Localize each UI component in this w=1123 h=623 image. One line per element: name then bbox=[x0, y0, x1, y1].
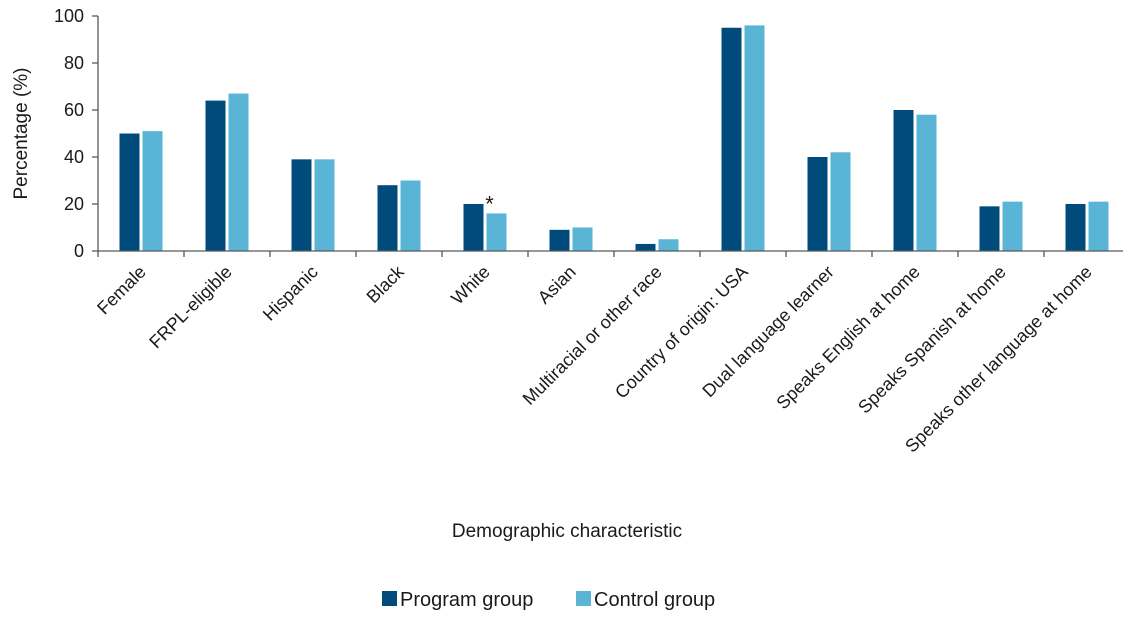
x-label-speaks-spanish-at-home: Speaks Spanish at home bbox=[854, 262, 1010, 418]
legend: Program group Control group bbox=[382, 589, 715, 611]
y-tick-label-20: 20 bbox=[64, 194, 84, 214]
legend-label-control-group: Control group bbox=[594, 589, 715, 611]
bar-program-group-white bbox=[463, 204, 484, 251]
y-tick-label-60: 60 bbox=[64, 100, 84, 120]
bar-program-group-speaks-spanish-at-home bbox=[979, 206, 1000, 251]
legend-swatch-control-group bbox=[576, 591, 591, 606]
bar-control-group-asian bbox=[572, 227, 593, 251]
annotations: * bbox=[485, 191, 494, 216]
y-ticks: 0 20 40 60 80 100 bbox=[54, 6, 98, 261]
bar-program-group-dual-language-learner bbox=[807, 157, 828, 251]
bar-control-group-hispanic bbox=[314, 159, 335, 251]
y-tick-label-80: 80 bbox=[64, 53, 84, 73]
x-label-speaks-other-language-at-home: Speaks other language at home bbox=[901, 262, 1096, 457]
x-label-black: Black bbox=[363, 261, 409, 307]
y-tick-label-0: 0 bbox=[74, 241, 84, 261]
x-label-speaks-english-at-home: Speaks English at home bbox=[772, 262, 923, 413]
x-label-white: White bbox=[447, 262, 494, 309]
bar-control-group-speaks-other-language-at-home bbox=[1088, 201, 1109, 251]
bar-program-group-asian bbox=[549, 229, 570, 251]
bar-program-group-speaks-other-language-at-home bbox=[1065, 204, 1086, 251]
bar-control-group-speaks-spanish-at-home bbox=[1002, 201, 1023, 251]
y-axis-title: Percentage (%) bbox=[11, 67, 32, 199]
bar-control-group-female bbox=[142, 131, 163, 251]
x-label-frpl-eligible: FRPL-eligible bbox=[145, 262, 236, 353]
bar-control-group-multiracial-or-other-race bbox=[658, 239, 679, 251]
bar-program-group-country-of-origin-usa bbox=[721, 27, 742, 251]
bars-layer bbox=[119, 25, 1109, 252]
x-axis-title: Demographic characteristic bbox=[452, 521, 682, 542]
bar-control-group-black bbox=[400, 180, 421, 251]
bar-program-group-hispanic bbox=[291, 159, 312, 251]
x-label-hispanic: Hispanic bbox=[259, 262, 322, 325]
bar-program-group-multiracial-or-other-race bbox=[635, 243, 656, 251]
legend-swatch-program-group bbox=[382, 591, 397, 606]
x-label-female: Female bbox=[93, 262, 150, 319]
legend-label-program-group: Program group bbox=[400, 589, 533, 611]
x-label-asian: Asian bbox=[534, 262, 580, 308]
bar-program-group-female bbox=[119, 133, 140, 251]
bar-control-group-white bbox=[486, 213, 507, 251]
bar-program-group-speaks-english-at-home bbox=[893, 110, 914, 251]
bar-control-group-frpl-eligible bbox=[228, 93, 249, 251]
axes-layer bbox=[97, 16, 1123, 257]
bar-program-group-frpl-eligible bbox=[205, 100, 226, 251]
bar-control-group-speaks-english-at-home bbox=[916, 114, 937, 251]
bar-program-group-black bbox=[377, 185, 398, 251]
x-label-multiracial-or-other-race: Multiracial or other race bbox=[519, 262, 666, 409]
y-tick-label-100: 100 bbox=[54, 6, 84, 26]
bar-control-group-country-of-origin-usa bbox=[744, 25, 765, 252]
annotation-0: * bbox=[485, 191, 494, 216]
bar-control-group-dual-language-learner bbox=[830, 152, 851, 251]
y-tick-label-40: 40 bbox=[64, 147, 84, 167]
